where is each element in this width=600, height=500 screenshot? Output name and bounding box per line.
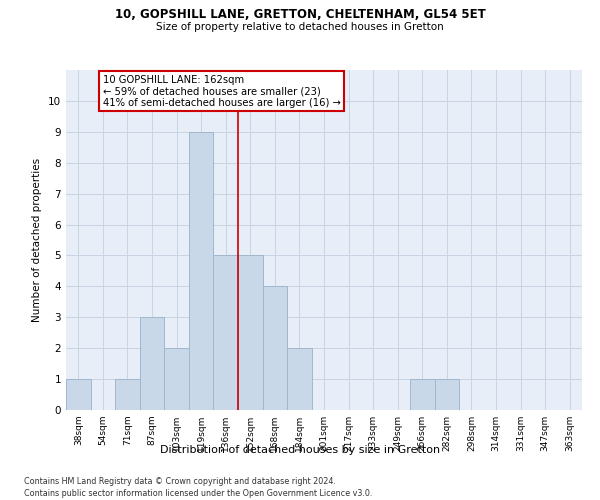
Bar: [410, 379, 434, 410]
Bar: [434, 379, 459, 410]
Bar: [214, 256, 238, 410]
Text: 10 GOPSHILL LANE: 162sqm
← 59% of detached houses are smaller (23)
41% of semi-d: 10 GOPSHILL LANE: 162sqm ← 59% of detach…: [103, 74, 341, 108]
Text: Contains public sector information licensed under the Open Government Licence v3: Contains public sector information licen…: [24, 489, 373, 498]
Bar: [189, 132, 214, 410]
Bar: [238, 256, 263, 410]
Bar: [164, 348, 189, 410]
Bar: [66, 379, 91, 410]
Bar: [287, 348, 312, 410]
Bar: [263, 286, 287, 410]
Bar: [115, 379, 140, 410]
Bar: [140, 318, 164, 410]
Text: 10, GOPSHILL LANE, GRETTON, CHELTENHAM, GL54 5ET: 10, GOPSHILL LANE, GRETTON, CHELTENHAM, …: [115, 8, 485, 20]
Text: Size of property relative to detached houses in Gretton: Size of property relative to detached ho…: [156, 22, 444, 32]
Y-axis label: Number of detached properties: Number of detached properties: [32, 158, 43, 322]
Text: Contains HM Land Registry data © Crown copyright and database right 2024.: Contains HM Land Registry data © Crown c…: [24, 478, 336, 486]
Text: Distribution of detached houses by size in Gretton: Distribution of detached houses by size …: [160, 445, 440, 455]
